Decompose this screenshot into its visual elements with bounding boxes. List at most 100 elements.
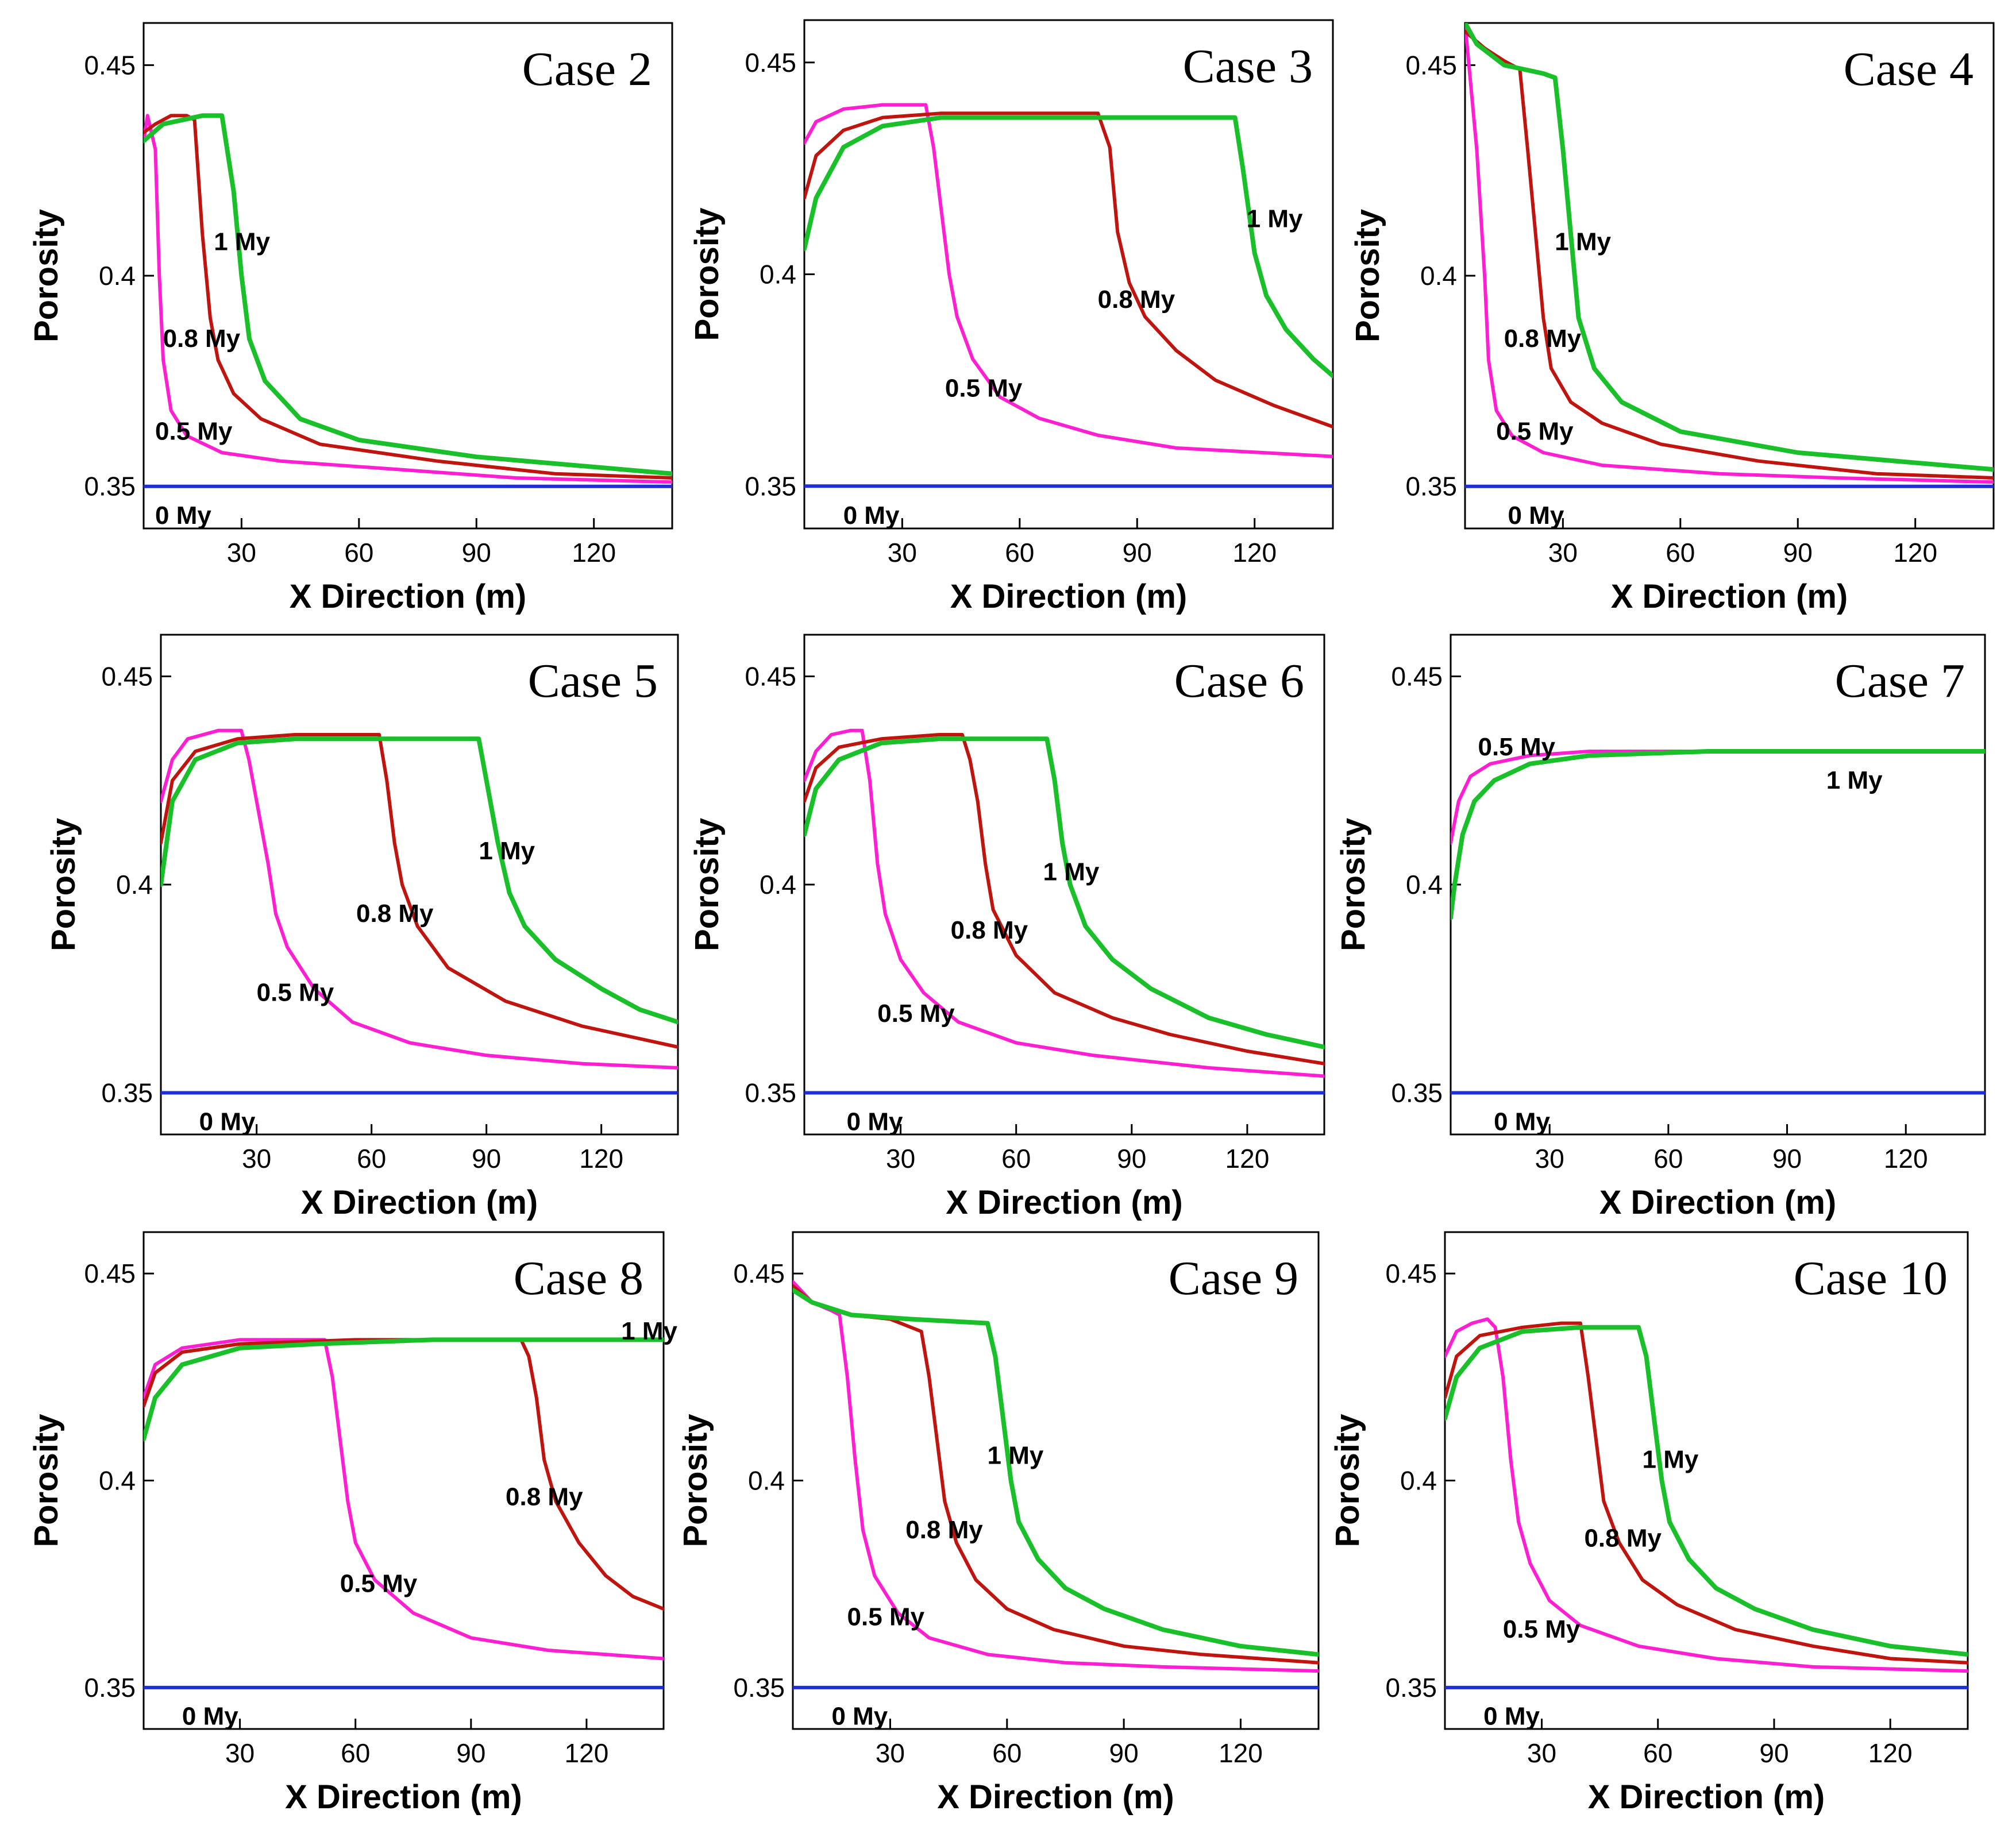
series-line-0-5-my (144, 114, 672, 484)
x-axis-title: X Direction (m) (1588, 1778, 1825, 1816)
series-line-0-5-my (1465, 23, 1994, 484)
series-line-0-8-my (144, 1338, 664, 1611)
plot-frame (160, 634, 679, 1136)
y-tick-label: 0.35 (733, 1673, 785, 1703)
plot-frame (1450, 634, 1986, 1136)
series-line-1-my (804, 736, 1324, 1049)
series-line-0-5-my (804, 103, 1333, 458)
series-label: 1 My (1043, 858, 1100, 886)
y-axis-title: Porosity (1335, 818, 1372, 951)
x-tick-label: 120 (579, 1144, 623, 1174)
case-title: Case 3 (1183, 40, 1313, 93)
y-tick-label: 0.35 (745, 1078, 796, 1108)
y-tick-label: 0.45 (1385, 1259, 1437, 1288)
y-tick-label: 0.35 (1391, 1078, 1443, 1108)
series-line-0-5-my (144, 1338, 664, 1661)
x-tick-label: 90 (1759, 1738, 1788, 1768)
series-line-1-my (1465, 23, 1994, 472)
case-title: Case 8 (514, 1252, 643, 1305)
series-label: 0.5 My (877, 999, 955, 1028)
x-tick-label: 120 (1232, 538, 1277, 568)
x-tick-label: 30 (1548, 538, 1578, 568)
y-tick-label: 0.35 (84, 1673, 136, 1703)
y-axis-title: Porosity (28, 1414, 65, 1547)
chart-panel-6: 0.35 0.4 0.45 30 60 90 120 X Direction (m) Poros… (1335, 634, 1986, 1221)
series-line-0-8-my (804, 733, 1324, 1066)
series-label: 0.5 My (945, 375, 1023, 403)
series-label: 0.5 My (155, 417, 233, 445)
series-label: 1 My (479, 837, 535, 865)
series-line-1-my (161, 736, 678, 1025)
series-line-1-my (793, 1287, 1319, 1657)
x-tick-label: 120 (572, 538, 616, 568)
series-label: 0.5 My (1478, 733, 1556, 761)
x-axis-title: X Direction (m) (290, 578, 527, 615)
y-axis-title: Porosity (688, 207, 726, 341)
series-label: 0.5 My (1496, 417, 1574, 445)
series-line-0-8-my (161, 733, 678, 1049)
series-label: 1 My (621, 1317, 677, 1345)
series-label: 0.5 My (1503, 1615, 1581, 1643)
series-label: 1 My (1826, 766, 1883, 794)
y-axis-title: Porosity (1329, 1414, 1366, 1547)
y-tick-label: 0.35 (1385, 1673, 1437, 1703)
series-line-0-8-my (804, 111, 1333, 429)
y-axis-title: Porosity (677, 1414, 714, 1547)
x-tick-label: 30 (227, 538, 256, 568)
x-tick-label: 60 (1001, 1144, 1031, 1174)
x-axis-title: X Direction (m) (1599, 1184, 1837, 1221)
x-axis-title: X Direction (m) (285, 1778, 522, 1816)
y-tick-label: 0.35 (1405, 472, 1457, 501)
y-tick-label: 0.4 (1420, 261, 1457, 291)
chart-panel-4: 0.35 0.4 0.45 30 60 90 120 X Direction (m) Poros… (45, 634, 679, 1221)
x-axis-title: X Direction (m) (301, 1184, 538, 1221)
series-line-0-5-my (161, 728, 678, 1070)
series-label: 1 My (214, 227, 270, 256)
y-tick-label: 0.4 (99, 261, 136, 291)
series-label: 1 My (1555, 227, 1611, 256)
x-tick-label: 30 (876, 1738, 905, 1768)
x-tick-label: 60 (344, 538, 373, 568)
x-tick-label: 60 (1643, 1738, 1672, 1768)
y-tick-label: 0.4 (760, 870, 796, 900)
series-label: 0.5 My (340, 1570, 418, 1598)
y-axis-title: Porosity (45, 818, 82, 951)
x-tick-label: 90 (1117, 1144, 1146, 1174)
series-label: 1 My (1247, 205, 1303, 233)
series-line-0-8-my (144, 114, 672, 480)
x-tick-label: 30 (886, 1144, 915, 1174)
series-label: 0.8 My (1504, 325, 1582, 353)
x-tick-label: 60 (341, 1738, 370, 1768)
case-title: Case 2 (522, 43, 652, 96)
chart-panel-7: 0.35 0.4 0.45 30 60 90 120 X Direction (m) Poros… (28, 1231, 677, 1816)
x-tick-label: 30 (1527, 1738, 1556, 1768)
chart-panel-5: 0.35 0.4 0.45 30 60 90 120 X Direction (m) Poros… (688, 634, 1325, 1221)
y-tick-label: 0.4 (116, 870, 153, 900)
y-tick-label: 0.45 (1391, 662, 1443, 692)
series-label: 0 My (199, 1107, 256, 1136)
series-line-1-my (1451, 749, 1985, 920)
series-label: 0.5 My (257, 979, 334, 1007)
x-tick-label: 120 (1225, 1144, 1270, 1174)
y-tick-label: 0.4 (99, 1466, 136, 1496)
x-tick-label: 120 (565, 1738, 609, 1768)
case-title: Case 6 (1174, 654, 1304, 708)
series-label: 0.8 My (356, 900, 434, 928)
series-label: 0 My (1494, 1107, 1550, 1136)
chart-panel-1: 0.35 0.4 0.45 30 60 90 120 X Direction (m) Poros… (28, 22, 673, 615)
chart-panel-2: 0.35 0.4 0.45 30 60 90 120 X Direction (m) Poros… (688, 19, 1334, 615)
series-label: 0 My (155, 501, 211, 530)
series-line-1-my (804, 115, 1333, 379)
x-tick-label: 90 (472, 1144, 501, 1174)
y-tick-label: 0.45 (84, 1259, 136, 1288)
series-line-1-my (1445, 1325, 1968, 1657)
x-tick-label: 30 (242, 1144, 271, 1174)
x-tick-label: 90 (462, 538, 491, 568)
x-tick-label: 90 (1109, 1738, 1139, 1768)
y-tick-label: 0.45 (1405, 50, 1457, 80)
series-line-0-8-my (1465, 29, 1994, 480)
y-tick-label: 0.4 (1400, 1466, 1437, 1496)
x-axis-title: X Direction (m) (937, 1778, 1174, 1816)
x-tick-label: 120 (1884, 1144, 1928, 1174)
x-tick-label: 60 (1653, 1144, 1683, 1174)
